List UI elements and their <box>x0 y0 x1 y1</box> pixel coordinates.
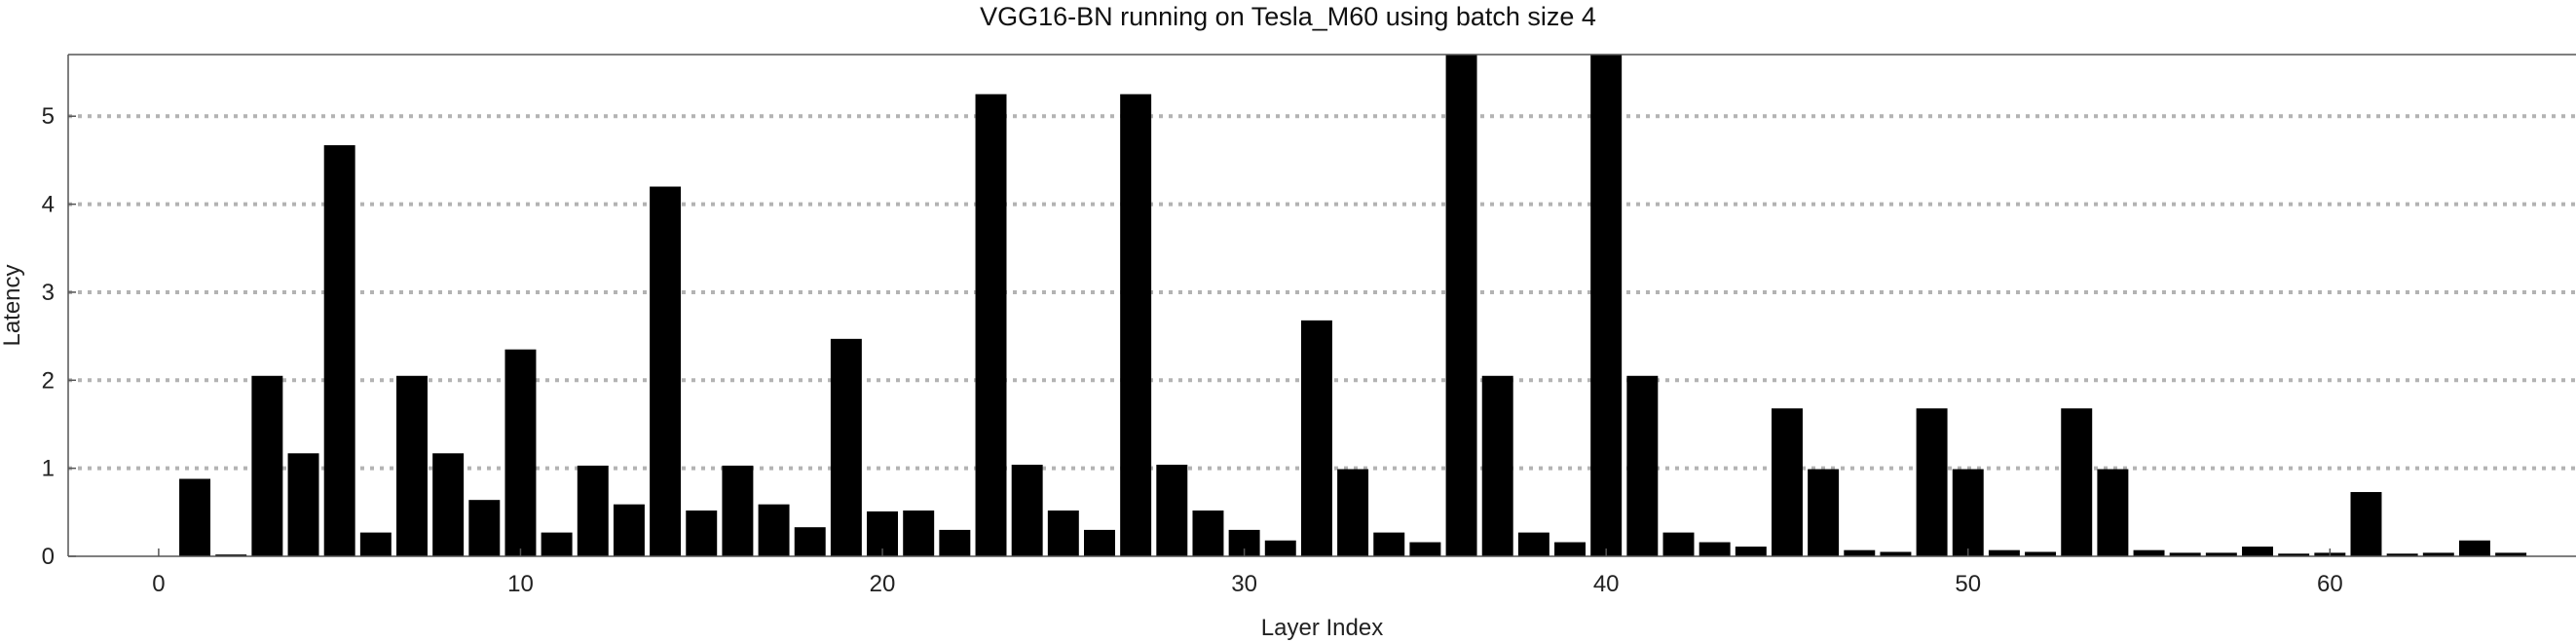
bar <box>2133 549 2165 556</box>
bar <box>2422 552 2454 556</box>
bar <box>2097 469 2129 556</box>
bar <box>577 465 609 556</box>
bar <box>1952 469 1984 556</box>
bar <box>2061 408 2093 556</box>
bar <box>1300 320 1332 556</box>
bar <box>251 375 283 556</box>
bar <box>1047 511 1079 556</box>
bar <box>794 527 826 556</box>
y-tick-label: 3 <box>42 280 55 306</box>
bar <box>215 554 247 556</box>
bar <box>2205 552 2237 556</box>
bar <box>903 511 935 556</box>
bar <box>323 145 355 556</box>
bar <box>613 504 645 556</box>
x-tick-label: 10 <box>507 571 534 597</box>
bar <box>1409 542 1441 556</box>
bar <box>1988 549 2020 556</box>
bar <box>1264 540 1296 556</box>
x-tick-label: 30 <box>1231 571 1257 597</box>
bar <box>541 532 573 556</box>
bar <box>1626 375 1659 556</box>
bar <box>432 453 465 556</box>
bar <box>1699 542 1731 556</box>
x-axis-ticks: 0 10 20 30 40 50 60 <box>152 548 2343 597</box>
bar <box>179 478 211 556</box>
bar <box>1844 549 1876 556</box>
y-tick-label: 5 <box>42 103 55 130</box>
bar <box>2169 552 2201 556</box>
bar <box>2386 553 2418 556</box>
bar <box>287 453 319 556</box>
bar <box>1771 408 1803 556</box>
bar <box>1662 532 1695 556</box>
x-tick-label: 50 <box>1955 571 1981 597</box>
plot-frame <box>67 54 2576 557</box>
bar <box>650 186 682 557</box>
y-tick-label: 0 <box>42 544 55 570</box>
bar <box>1735 547 1767 556</box>
bar <box>722 465 754 556</box>
bar <box>2495 552 2527 556</box>
bar <box>1192 511 1224 556</box>
bar <box>2458 540 2490 556</box>
bar <box>975 94 1007 556</box>
bar <box>396 375 428 556</box>
bar <box>1373 532 1405 556</box>
y-tick-label: 4 <box>42 192 55 218</box>
bar <box>1337 469 1369 556</box>
bar <box>359 532 392 556</box>
bar <box>758 504 790 556</box>
x-axis-label: Layer Index <box>1261 615 1383 641</box>
x-tick-label: 40 <box>1593 571 1620 597</box>
bar <box>2350 492 2382 556</box>
x-tick-label: 60 <box>2317 571 2343 597</box>
bar <box>468 500 501 556</box>
bar <box>2278 553 2310 556</box>
bar <box>830 338 862 556</box>
y-tick-label: 2 <box>42 367 55 394</box>
bar <box>1445 55 1477 556</box>
bar <box>1590 55 1623 556</box>
y-axis-ticks: 0 1 2 3 4 5 <box>42 103 76 570</box>
bar <box>1916 408 1948 556</box>
bar <box>504 349 537 556</box>
bar <box>1517 532 1549 556</box>
bar <box>686 511 718 556</box>
bar <box>2242 547 2273 556</box>
bar <box>1880 551 1912 556</box>
bar <box>1481 375 1513 556</box>
x-tick-label: 20 <box>870 571 896 597</box>
bar <box>1156 465 1188 556</box>
bar <box>2025 551 2057 556</box>
bar <box>1011 465 1043 556</box>
chart-title: VGG16-BN running on Tesla_M60 using batc… <box>980 2 1596 31</box>
bar <box>1120 94 1152 556</box>
bars <box>179 55 2527 557</box>
x-tick-label: 0 <box>152 571 165 597</box>
bar <box>939 529 971 556</box>
y-tick-label: 1 <box>42 456 55 482</box>
bar <box>1084 529 1115 556</box>
bar <box>1554 542 1587 556</box>
bar <box>1808 469 1840 556</box>
y-axis-label: Latency <box>0 264 25 346</box>
